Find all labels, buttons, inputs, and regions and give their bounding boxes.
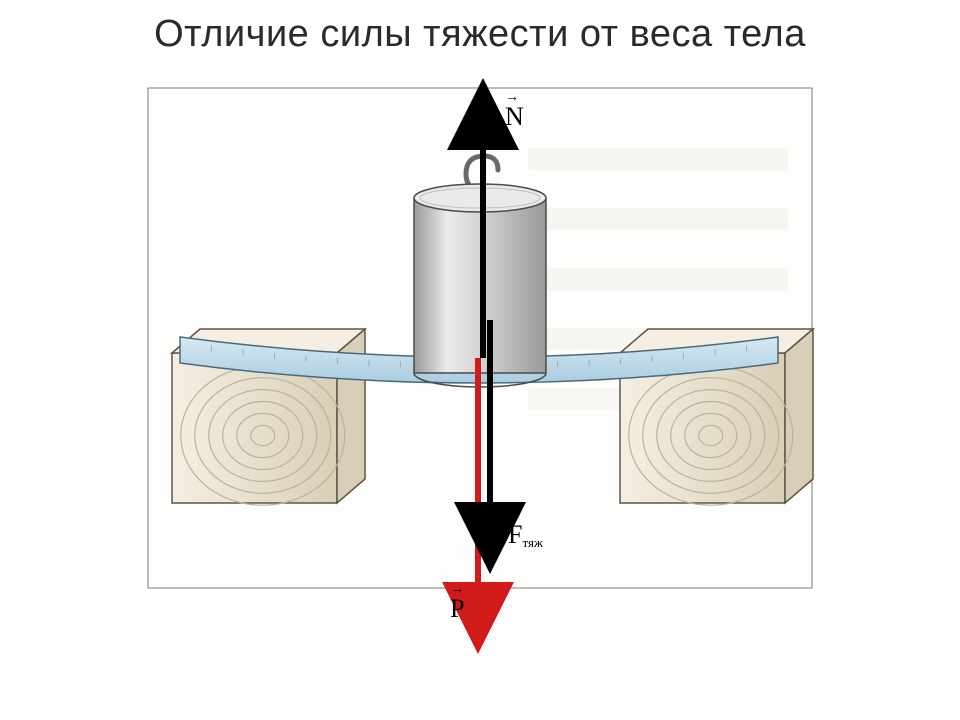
page-title: Отличие силы тяжести от веса тела — [0, 0, 960, 58]
vector-label-P: → P — [450, 594, 464, 624]
vector-label-Ftz: → Fтяж — [508, 520, 543, 551]
vector-label-N: → N — [505, 102, 524, 132]
physics-diagram — [0, 58, 960, 678]
diagram-stage: → N → Fтяж → P — [0, 58, 960, 678]
